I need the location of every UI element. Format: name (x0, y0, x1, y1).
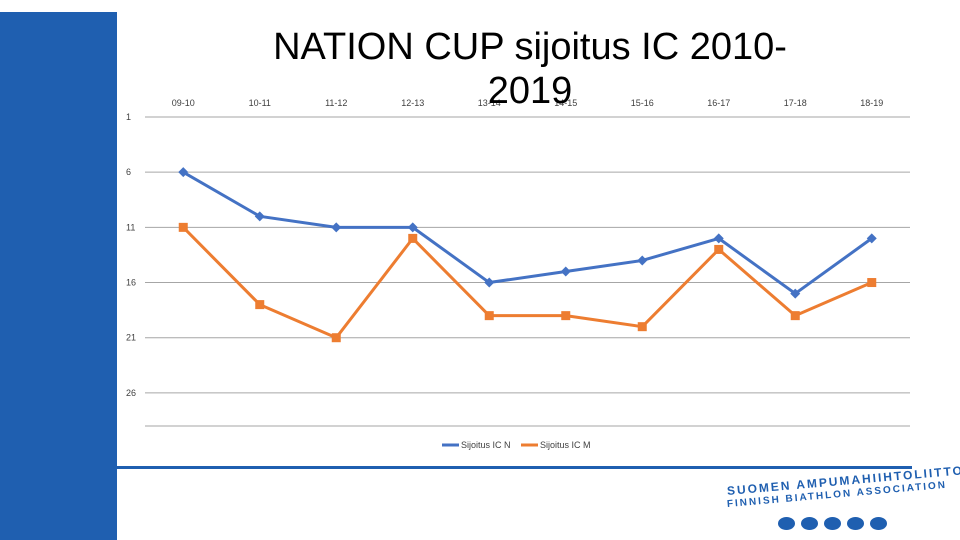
data-point-marker (407, 222, 418, 233)
series-line-sijoitus-ic-n (182, 170, 873, 296)
y-tick-label: 26 (126, 388, 136, 398)
bottom-accent-line (117, 466, 912, 469)
x-tick-label: 13-14 (478, 98, 501, 108)
data-point-marker (714, 244, 724, 254)
logo-dot (801, 517, 818, 530)
data-point-marker (331, 333, 341, 343)
legend-label: Sijoitus IC N (461, 440, 511, 450)
data-point-marker (484, 277, 495, 288)
x-tick-label: 11-12 (325, 98, 347, 108)
side-accent-bar (0, 12, 117, 540)
logo-dot (824, 517, 841, 530)
data-point-marker (255, 300, 265, 310)
data-point-marker (178, 222, 188, 232)
data-point-marker (561, 311, 571, 321)
y-tick-label: 11 (126, 222, 135, 232)
y-tick-label: 16 (126, 278, 136, 288)
legend-label: Sijoitus IC M (540, 440, 591, 450)
logo-dot (847, 517, 864, 530)
legend: Sijoitus IC N Sijoitus IC M (442, 440, 591, 450)
data-point-marker (637, 322, 647, 332)
logo-dot (778, 517, 795, 530)
y-tick-label: 6 (126, 167, 131, 177)
x-tick-label: 12-13 (401, 98, 424, 108)
x-tick-label: 15-16 (631, 98, 654, 108)
series-group (178, 167, 877, 343)
x-tick-label: 17-18 (784, 98, 807, 108)
data-point-marker (408, 233, 418, 243)
x-tick-label: 18-19 (860, 98, 883, 108)
data-point-marker (254, 211, 265, 222)
gridlines (145, 116, 910, 427)
data-point-marker (866, 233, 877, 244)
y-tick-label: 1 (126, 112, 131, 122)
x-tick-label: 16-17 (707, 98, 730, 108)
data-point-marker (178, 167, 189, 178)
x-tick-label: 09-10 (172, 98, 195, 108)
chart-title: NATION CUP sijoitus IC 2010-2019 (273, 26, 787, 112)
series-line-sijoitus-ic-m (182, 226, 873, 340)
data-point-marker (713, 233, 724, 244)
data-point-marker (637, 255, 648, 266)
logo-dot (870, 517, 887, 530)
data-point-marker (867, 278, 877, 288)
x-tick-label: 14-15 (554, 98, 577, 108)
data-point-marker (484, 311, 494, 321)
x-tick-label: 10-11 (249, 98, 271, 108)
data-point-marker (790, 288, 801, 299)
logo-dots (778, 517, 887, 530)
data-point-marker (331, 222, 342, 233)
y-tick-label: 21 (126, 333, 136, 343)
data-point-marker (790, 311, 800, 321)
x-tick-labels: 09-10 10-11 11-12 12-13 13-14 14-15 15-16 16-17… (172, 98, 884, 108)
data-point-marker (560, 266, 571, 277)
